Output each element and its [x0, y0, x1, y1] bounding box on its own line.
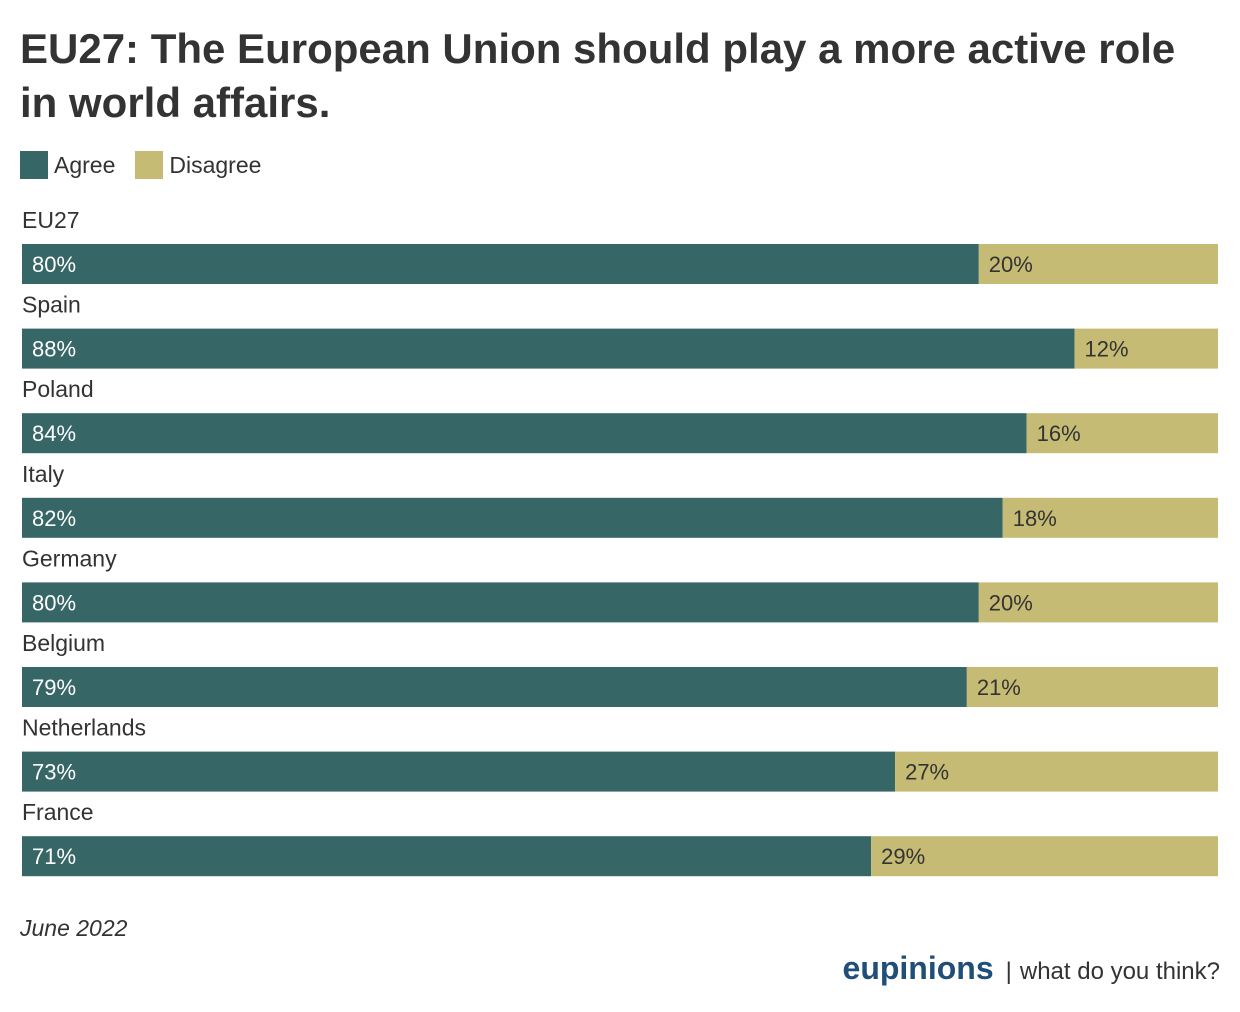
data-label-agree: 79% — [32, 675, 76, 700]
data-label-disagree: 27% — [905, 760, 949, 785]
bar-agree — [22, 413, 1027, 454]
data-label-agree: 82% — [32, 506, 76, 531]
bar-disagree — [871, 836, 1218, 877]
bar-disagree — [895, 751, 1218, 792]
bar-agree — [22, 244, 979, 284]
data-label-agree: 88% — [32, 337, 76, 362]
bar-disagree — [1026, 413, 1218, 454]
bar-disagree — [966, 667, 1218, 707]
date-note: June 2022 — [20, 915, 128, 941]
data-label-agree: 73% — [32, 760, 76, 785]
legend-label-agree: Agree — [54, 151, 116, 178]
bar-disagree — [1002, 497, 1218, 538]
chart-title: EU27: The European Union should play a m… — [20, 25, 1176, 126]
category-label: Netherlands — [22, 715, 146, 741]
footer-separator: | — [1005, 958, 1012, 985]
footer: eupinions | what do you think? — [843, 950, 1220, 987]
legend-label-disagree: Disagree — [169, 151, 262, 178]
category-label: EU27 — [22, 207, 80, 233]
footer-tagline: what do you think? — [1019, 958, 1220, 985]
brand-logo-text: eupinions — [842, 950, 994, 986]
category-label: France — [22, 799, 94, 825]
category-label: Italy — [22, 461, 65, 487]
data-label-agree: 80% — [32, 252, 76, 277]
data-label-disagree: 16% — [1037, 421, 1081, 446]
data-label-disagree: 29% — [881, 844, 925, 869]
bar-disagree — [978, 582, 1218, 623]
data-label-disagree: 18% — [1013, 506, 1057, 531]
legend-item-agree: Agree — [20, 151, 115, 179]
bar-disagree — [1074, 328, 1218, 369]
data-label-disagree: 21% — [977, 675, 1021, 700]
bar-chart: EU27 80% 20% Spain 88% 12% Poland 84% 16% Italy 82… — [22, 207, 1218, 877]
data-label-agree: 84% — [32, 421, 76, 446]
legend-swatch-disagree — [135, 151, 164, 179]
category-label: Germany — [22, 545, 117, 571]
bar-agree — [22, 667, 967, 707]
data-label-disagree: 20% — [989, 252, 1033, 277]
category-label: Belgium — [22, 630, 105, 656]
legend-swatch-agree — [20, 151, 48, 179]
bar-agree — [22, 751, 896, 792]
legend: Agree Disagree — [20, 150, 281, 180]
category-label: Poland — [22, 376, 94, 402]
data-label-agree: 80% — [32, 590, 76, 615]
data-label-agree: 71% — [32, 844, 76, 869]
bar-agree — [22, 836, 872, 877]
bar-agree — [22, 582, 979, 623]
bar-agree — [22, 328, 1075, 369]
data-label-disagree: 12% — [1084, 337, 1128, 362]
category-label: Spain — [22, 292, 81, 318]
bar-disagree — [978, 244, 1218, 284]
data-label-disagree: 20% — [989, 590, 1033, 615]
bar-agree — [22, 497, 1003, 538]
legend-item-disagree: Disagree — [135, 151, 261, 179]
